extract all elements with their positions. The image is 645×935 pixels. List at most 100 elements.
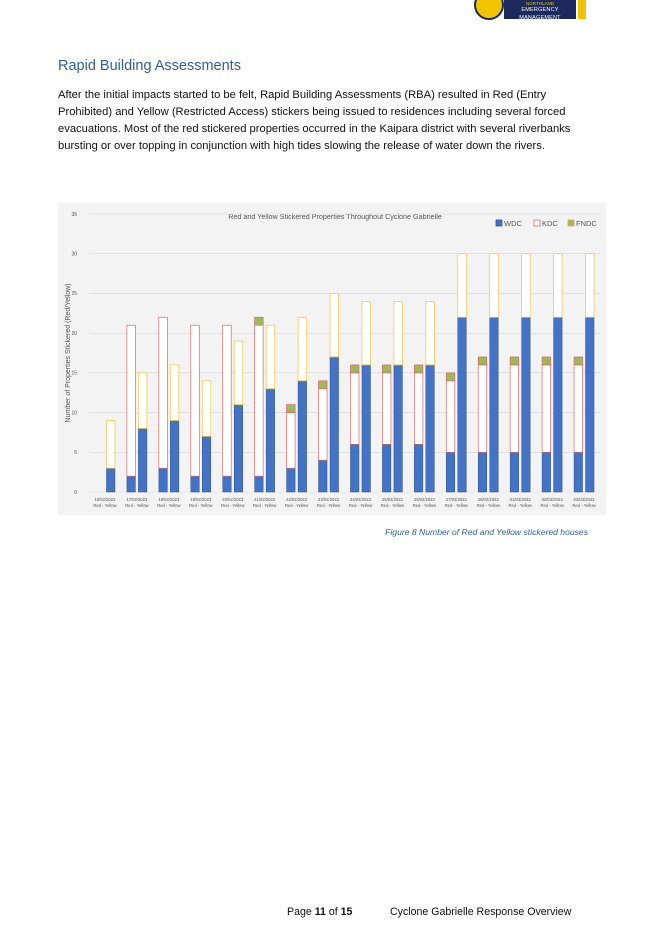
bar-wdc-red bbox=[254, 475, 264, 493]
bar-wdc-red bbox=[477, 452, 487, 493]
bar-kdc-yellow bbox=[361, 301, 371, 366]
cdem-logo: CD NORTHLAND EMERGENCY MANAGEMENT bbox=[474, 0, 588, 21]
bar-wdc-yellow bbox=[489, 317, 499, 493]
bar-kdc-yellow bbox=[265, 324, 276, 390]
bar-wdc-yellow bbox=[202, 436, 212, 493]
bar-wdc-yellow bbox=[170, 420, 180, 493]
x-tick-sublabel: Red - Yellow bbox=[189, 503, 213, 508]
bar-wdc-yellow bbox=[425, 364, 435, 493]
section-heading: Rapid Building Assessments bbox=[58, 58, 241, 74]
bar-fndc-red bbox=[382, 364, 392, 374]
bar-wdc-yellow bbox=[457, 317, 467, 493]
legend-label-fndc: FNDC bbox=[576, 219, 597, 228]
bar-kdc-yellow bbox=[553, 253, 563, 318]
x-tick-sublabel: Red - Yellow bbox=[221, 503, 245, 508]
bar-kdc-red bbox=[445, 380, 456, 453]
y-tick-label: 20 bbox=[71, 331, 77, 337]
bar-wdc-yellow bbox=[553, 317, 563, 493]
bar-kdc-yellow bbox=[585, 253, 595, 318]
x-tick-date: 03/03/2023 bbox=[574, 497, 596, 502]
legend-swatch-fndc bbox=[567, 219, 575, 227]
logo-banner: NORTHLAND EMERGENCY MANAGEMENT bbox=[504, 0, 576, 21]
bar-fndc-red bbox=[445, 372, 456, 382]
x-tick-date: 16/02/2023 bbox=[94, 497, 116, 502]
y-tick-label: 5 bbox=[74, 450, 77, 456]
x-tick-date: 27/02/2023 bbox=[446, 497, 468, 502]
bar-kdc-red bbox=[318, 388, 328, 461]
bar-kdc-red bbox=[541, 364, 551, 453]
logo-line-2: EMERGENCY MANAGEMENT bbox=[519, 7, 561, 21]
bar-wdc-red bbox=[382, 444, 392, 493]
bar-wdc-red bbox=[573, 452, 583, 493]
bar-kdc-red bbox=[254, 324, 264, 477]
chart-svg: Red and Yellow Stickered Properties Thro… bbox=[65, 212, 600, 508]
x-tick-sublabel: Red - Yellow bbox=[413, 503, 437, 508]
x-tick-date: 01/03/2023 bbox=[510, 497, 532, 502]
x-tick-sublabel: Red - Yellow bbox=[445, 503, 469, 508]
x-tick-sublabel: Red - Yellow bbox=[349, 503, 373, 508]
logo-badge-text: CD bbox=[484, 0, 496, 2]
bar-wdc-yellow bbox=[521, 317, 531, 493]
chart-y-axis-label: Number of Properties Stickered (Red/Yell… bbox=[65, 283, 72, 422]
bar-wdc-yellow bbox=[585, 317, 595, 493]
bar-kdc-red bbox=[126, 324, 136, 477]
y-tick-label: 30 bbox=[71, 252, 77, 258]
bar-kdc-red bbox=[509, 364, 520, 453]
x-tick-date: 22/02/2023 bbox=[286, 497, 308, 502]
logo-line-1: NORTHLAND bbox=[526, 1, 554, 6]
logo-stripe bbox=[578, 0, 586, 19]
bar-kdc-red bbox=[222, 324, 232, 477]
bar-kdc-red bbox=[158, 316, 168, 469]
bar-wdc-yellow bbox=[265, 388, 275, 493]
y-tick-label: 0 bbox=[74, 490, 77, 496]
bar-wdc-red bbox=[158, 467, 168, 493]
bar-fndc-red bbox=[318, 380, 328, 390]
page-number: Page 11 of 15 bbox=[287, 906, 352, 918]
x-tick-date: 19/02/2023 bbox=[190, 497, 212, 502]
x-tick-sublabel: Red - Yellow bbox=[285, 503, 309, 508]
page-total: 15 bbox=[340, 906, 353, 918]
x-tick-sublabel: Red - Yellow bbox=[317, 503, 341, 508]
bar-kdc-red bbox=[350, 372, 360, 445]
bar-wdc-yellow bbox=[393, 364, 403, 493]
x-tick-sublabel: Red - Yellow bbox=[572, 503, 596, 508]
bar-wdc-red bbox=[446, 452, 456, 493]
x-tick-date: 23/02/2023 bbox=[318, 497, 340, 502]
bar-kdc-red bbox=[286, 412, 296, 469]
bar-kdc-red bbox=[413, 372, 424, 445]
bar-wdc-red bbox=[350, 444, 360, 493]
bar-fndc-red bbox=[509, 356, 520, 366]
x-tick-sublabel: Red - Yellow bbox=[540, 503, 564, 508]
bar-fndc-red bbox=[286, 404, 296, 413]
chart-title: Red and Yellow Stickered Properties Thro… bbox=[228, 212, 442, 221]
bar-wdc-red bbox=[509, 452, 519, 493]
bar-kdc-red bbox=[190, 324, 200, 477]
bar-wdc-yellow bbox=[329, 356, 339, 493]
x-tick-sublabel: Red - Yellow bbox=[381, 503, 405, 508]
bar-wdc-yellow bbox=[106, 467, 116, 493]
bar-fndc-red bbox=[413, 364, 424, 374]
x-tick-date: 25/02/2023 bbox=[382, 497, 404, 502]
bar-wdc-red bbox=[126, 475, 136, 493]
stickered-properties-chart: Red and Yellow Stickered Properties Thro… bbox=[58, 203, 606, 515]
bar-wdc-red bbox=[222, 475, 232, 493]
bar-kdc-yellow bbox=[233, 340, 244, 405]
legend-label-wdc: WDC bbox=[504, 219, 522, 228]
bar-kdc-red bbox=[382, 372, 392, 445]
y-tick-label: 35 bbox=[71, 212, 77, 218]
x-tick-date: 17/02/2023 bbox=[126, 497, 148, 502]
x-tick-date: 21/02/2023 bbox=[254, 497, 276, 502]
x-tick-date: 24/02/2023 bbox=[350, 497, 372, 502]
x-tick-date: 28/02/2023 bbox=[478, 497, 500, 502]
bar-kdc-yellow bbox=[425, 301, 435, 366]
bar-fndc-red bbox=[350, 364, 360, 374]
x-tick-date: 02/03/2023 bbox=[542, 497, 564, 502]
x-tick-date: 20/02/2023 bbox=[222, 497, 244, 502]
bar-wdc-red bbox=[414, 444, 424, 493]
legend-swatch-kdc bbox=[533, 219, 541, 227]
x-tick-date: 26/02/2023 bbox=[414, 497, 436, 502]
logo-badge: CD bbox=[474, 0, 504, 20]
bar-wdc-yellow bbox=[233, 404, 243, 493]
footer-document-title: Cyclone Gabrielle Response Overview bbox=[390, 906, 572, 918]
bar-wdc-yellow bbox=[361, 364, 371, 493]
